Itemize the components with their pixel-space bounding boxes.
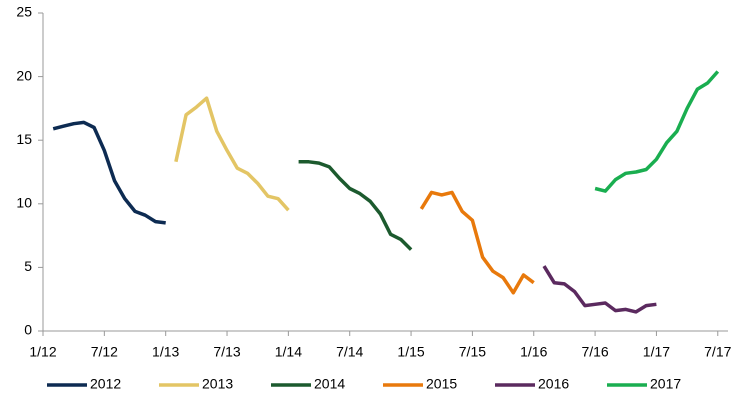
x-tick-label: 1/16 bbox=[520, 344, 547, 360]
x-tick-label: 1/12 bbox=[29, 344, 56, 360]
series-line bbox=[594, 70, 720, 193]
y-tick-label: 5 bbox=[24, 258, 32, 274]
series-line bbox=[419, 190, 535, 295]
x-tick-label: 1/14 bbox=[275, 344, 302, 360]
y-tick-label: 10 bbox=[16, 195, 32, 211]
x-tick-label: 1/15 bbox=[397, 344, 424, 360]
x-tick-label: 7/16 bbox=[581, 344, 608, 360]
legend-label: 2014 bbox=[314, 376, 345, 392]
x-tick-label: 1/17 bbox=[643, 344, 670, 360]
x-tick-label: 7/15 bbox=[459, 344, 486, 360]
legend-label: 2013 bbox=[202, 376, 233, 392]
y-tick-label: 25 bbox=[16, 4, 32, 20]
x-tick-label: 7/14 bbox=[336, 344, 363, 360]
x-tick-label: 7/17 bbox=[704, 344, 731, 360]
series-line bbox=[298, 160, 413, 251]
series-line bbox=[52, 120, 166, 225]
x-tick-label: 7/13 bbox=[213, 344, 240, 360]
y-tick-label: 20 bbox=[16, 67, 32, 83]
series-line bbox=[542, 265, 657, 314]
legend-label: 2016 bbox=[538, 376, 569, 392]
legend-label: 2015 bbox=[426, 376, 457, 392]
y-tick-label: 0 bbox=[24, 322, 32, 338]
legend-label: 2012 bbox=[90, 376, 121, 392]
series-line bbox=[174, 96, 290, 212]
y-tick-label: 15 bbox=[16, 131, 32, 147]
x-tick-label: 1/13 bbox=[152, 344, 179, 360]
legend-label: 2017 bbox=[650, 376, 681, 392]
x-tick-label: 7/12 bbox=[91, 344, 118, 360]
